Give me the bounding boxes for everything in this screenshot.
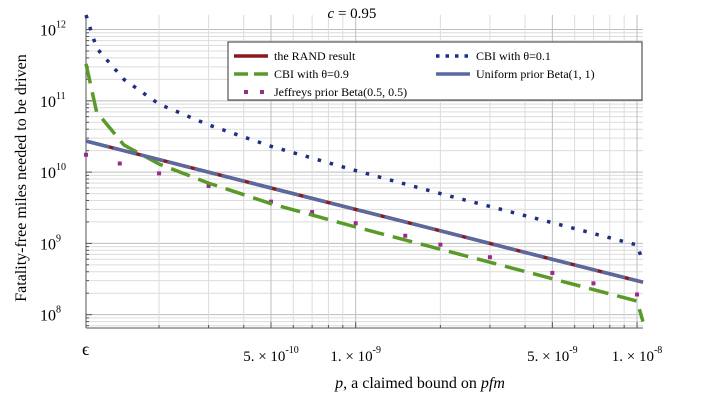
legend-swatch [244, 90, 248, 94]
x-axis-label: p, a claimed bound on pfm [334, 375, 505, 392]
y-tick-label: 109 [40, 233, 61, 253]
data-point [591, 281, 596, 286]
x-tick-label: 1. × 10-9 [330, 345, 381, 365]
series-line [84, 63, 645, 323]
data-point [438, 242, 443, 247]
legend-label: Uniform prior Beta(1, 1) [476, 67, 595, 81]
data-point [157, 171, 162, 176]
y-axis-label: Fatality-free miles needed to be driven [13, 54, 30, 301]
y-tick-label: 108 [40, 305, 61, 325]
data-point [84, 152, 88, 157]
data-point [403, 233, 408, 238]
x-tick-label: ϵ [82, 339, 89, 359]
legend-label: CBI with θ=0.9 [274, 67, 349, 81]
data-point [635, 292, 640, 297]
legend-box [227, 41, 643, 101]
data-point [353, 221, 358, 226]
series-line [84, 14, 645, 263]
y-tick-label: 1011 [40, 91, 66, 111]
data-point [550, 270, 555, 275]
data-point [269, 199, 274, 204]
x-tick-label: 5. × 10-9 [527, 345, 578, 365]
legend-label: CBI with θ=0.1 [476, 49, 551, 63]
y-tick-label: 1012 [40, 20, 66, 40]
y-tick-label: 1010 [40, 162, 66, 182]
data-point [206, 183, 211, 188]
x-tick-label: 5. × 10-10 [243, 345, 299, 365]
data-point [310, 210, 315, 215]
data-point [487, 255, 492, 260]
chart-title: c = 0.95 [328, 6, 377, 22]
series-group [84, 14, 645, 323]
x-tick-label: 1. × 10-8 [612, 345, 663, 365]
series-line [85, 139, 644, 284]
legend-label: Jeffreys prior Beta(0.5, 0.5) [274, 85, 407, 99]
data-point [117, 161, 122, 166]
legend: the RAND result CBI with θ=0.1 CBI with θ=… [227, 41, 643, 101]
legend-label: the RAND result [274, 49, 356, 63]
tick-labels: 108 109 1010 1011 1012 ϵ 5. × 10-10 1. × 10-9 5.… [40, 20, 662, 365]
legend-swatch [260, 90, 264, 94]
